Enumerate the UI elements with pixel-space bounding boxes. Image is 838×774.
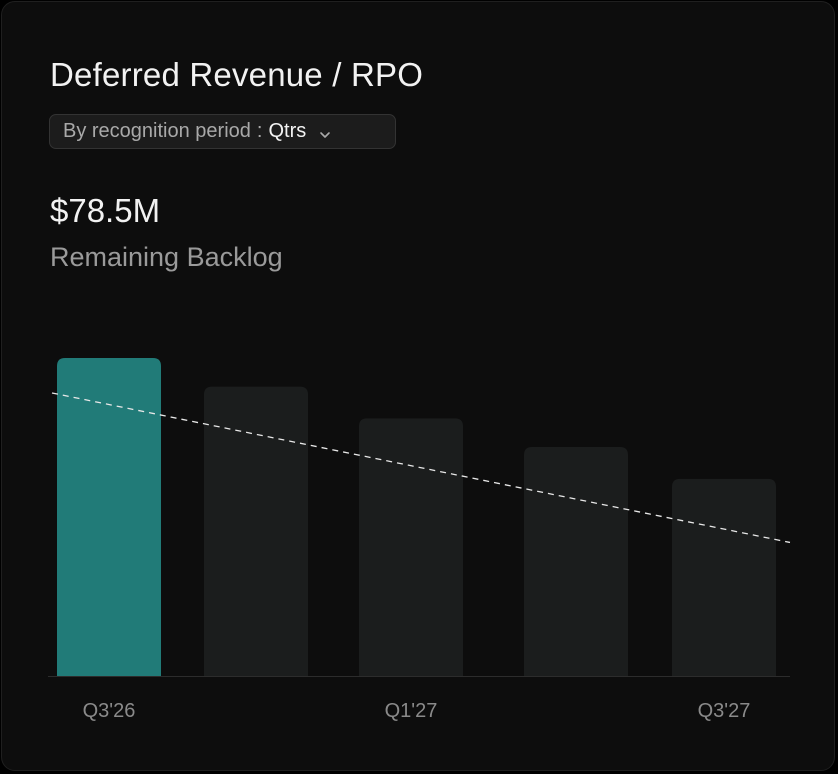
bar-Q2'27[interactable]: [524, 447, 628, 676]
dropdown-separator: :: [256, 120, 263, 142]
dropdown-label: By recognition period: [63, 120, 251, 142]
dropdown-value: Qtrs: [268, 120, 307, 142]
x-axis-ticks: Q3'26 Q1'27 Q3'27: [83, 700, 751, 722]
bar-Q4'26[interactable]: [204, 386, 308, 676]
recognition-period-dropdown[interactable]: By recognition period : Qtrs: [49, 114, 396, 149]
bar-Q3'26[interactable]: [57, 358, 161, 676]
kpi-label: Remaining Backlog: [50, 242, 283, 272]
kpi-value: $78.5M: [50, 192, 161, 229]
trend-line: [51, 392, 791, 544]
tick-label-Q3'26: Q3'26: [83, 700, 136, 722]
bar-Q3'27[interactable]: [672, 478, 776, 676]
bar-Q1'27[interactable]: [359, 418, 463, 676]
bars-group: [57, 358, 776, 676]
chevron-down-icon: [318, 125, 332, 139]
tick-label-Q1'27: Q1'27: [385, 700, 438, 722]
card-title: Deferred Revenue / RPO: [50, 56, 424, 93]
tick-label-Q3'27: Q3'27: [698, 700, 751, 722]
